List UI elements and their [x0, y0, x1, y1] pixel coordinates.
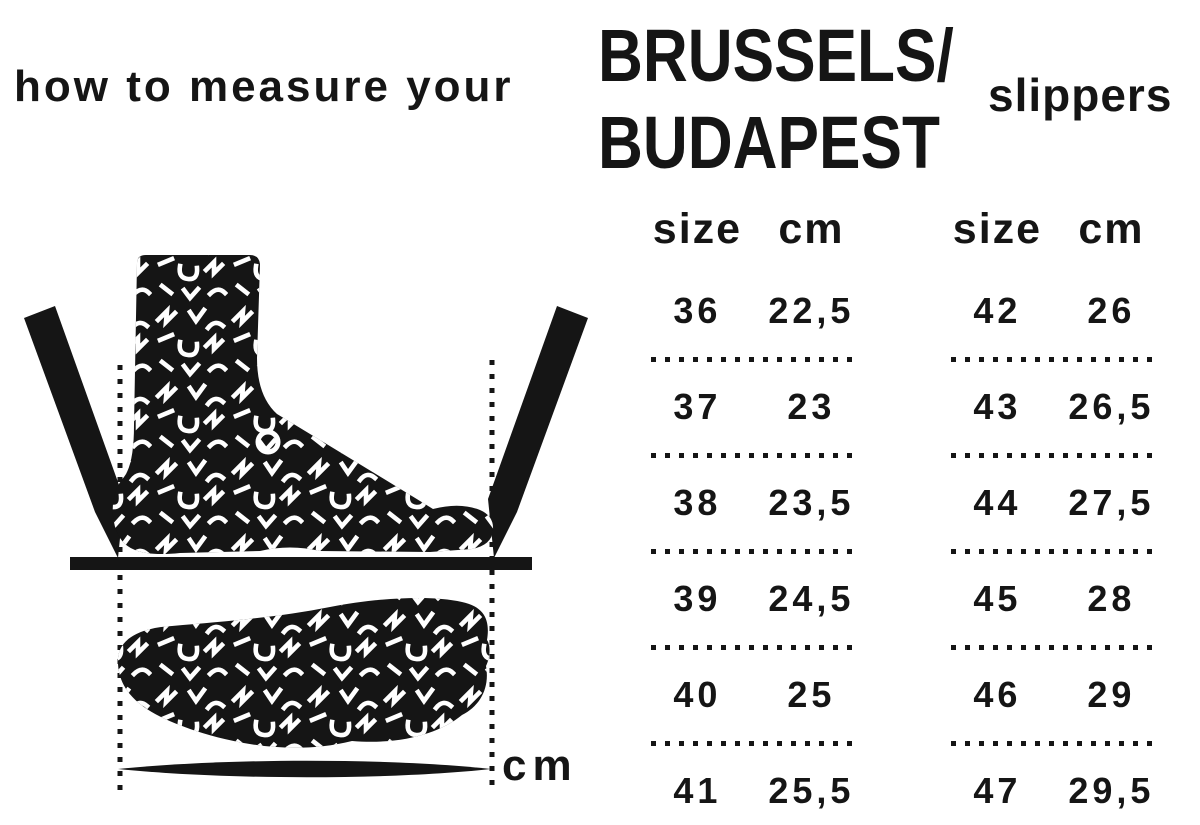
table-row: 46 29: [945, 674, 1173, 716]
product-subtitle: slippers: [988, 69, 1173, 121]
pencil-left-icon: [24, 306, 124, 558]
table-row: 41 25,5: [645, 770, 873, 812]
pencil-right-icon: [488, 306, 588, 558]
cm-cell: 26: [1087, 290, 1136, 331]
table-row: 40 25: [645, 674, 873, 716]
row-separator: [951, 645, 1159, 650]
foot-measurement-diagram: [24, 255, 588, 792]
size-cell: 36: [673, 290, 722, 331]
row-separator: [651, 357, 859, 362]
cm-cell: 25: [787, 674, 836, 715]
size-cell: 47: [973, 770, 1022, 811]
cm-cell: 29: [1087, 674, 1136, 715]
size-cell: 46: [973, 674, 1022, 715]
cm-cell: 23,5: [768, 482, 855, 523]
table-row: 47 29,5: [945, 770, 1173, 812]
size-cell: 41: [673, 770, 722, 811]
size-cell: 45: [973, 578, 1022, 619]
product-title: BRUSSELS/ BUDAPEST: [598, 12, 954, 186]
cm-cell: 22,5: [768, 290, 855, 331]
table-row: 37 23: [645, 386, 873, 428]
cm-cell: 25,5: [768, 770, 855, 811]
length-arrow: [118, 760, 491, 778]
row-separator: [951, 741, 1159, 746]
cm-cell: 29,5: [1068, 770, 1155, 811]
foot-sole-illustration: [117, 597, 490, 748]
product-title-line1: BRUSSELS/: [598, 14, 954, 97]
page-heading: how to measure your: [14, 62, 514, 111]
size-cell: 43: [973, 386, 1022, 427]
product-title-line2: BUDAPEST: [598, 101, 940, 184]
size-cell: 42: [973, 290, 1022, 331]
table-row: 45 28: [945, 578, 1173, 620]
size-cell: 39: [673, 578, 722, 619]
table-row: 43 26,5: [945, 386, 1173, 428]
row-separator: [651, 453, 859, 458]
size-table-42-47: size cm 42 26 43 26,5 44 27,5 45 28 46 2…: [945, 205, 1173, 812]
size-cell: 37: [673, 386, 722, 427]
size-column-header: size: [952, 204, 1043, 253]
table-row: 42 26: [945, 290, 1173, 332]
cm-column-header: cm: [1078, 204, 1145, 253]
row-separator: [951, 357, 1159, 362]
table-row: 44 27,5: [945, 482, 1173, 524]
table-header: size cm: [645, 205, 873, 253]
foot-side-illustration: [112, 255, 494, 554]
row-separator: [651, 549, 859, 554]
table-row: 38 23,5: [645, 482, 873, 524]
size-table-36-41: size cm 36 22,5 37 23 38 23,5 39 24,5 40…: [645, 205, 873, 812]
cm-cell: 24,5: [768, 578, 855, 619]
size-column-header: size: [652, 204, 743, 253]
cm-cell: 28: [1087, 578, 1136, 619]
table-row: 39 24,5: [645, 578, 873, 620]
size-cell: 38: [673, 482, 722, 523]
row-separator: [951, 549, 1159, 554]
cm-cell: 26,5: [1068, 386, 1155, 427]
size-cell: 40: [673, 674, 722, 715]
size-cell: 44: [973, 482, 1022, 523]
cm-column-header: cm: [778, 204, 845, 253]
cm-unit-label: cm: [502, 741, 578, 790]
ankle-circle-mark: [255, 429, 281, 455]
row-separator: [651, 645, 859, 650]
row-separator: [651, 741, 859, 746]
table-header: size cm: [945, 205, 1173, 253]
table-row: 36 22,5: [645, 290, 873, 332]
cm-cell: 23: [787, 386, 836, 427]
row-separator: [951, 453, 1159, 458]
floor-baseline: [70, 557, 532, 570]
cm-cell: 27,5: [1068, 482, 1155, 523]
